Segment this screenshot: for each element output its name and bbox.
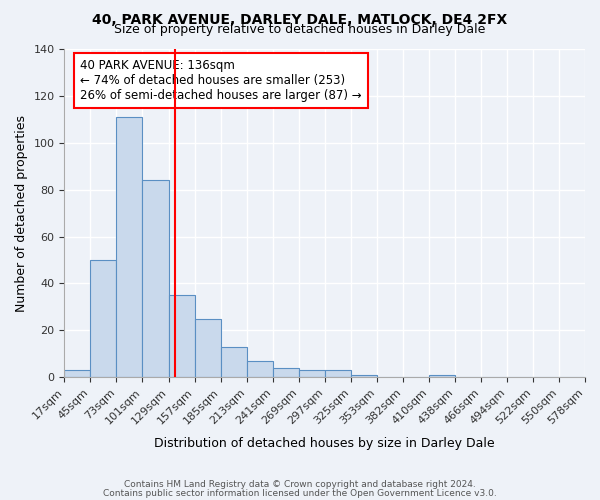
Bar bbox=[247, 361, 272, 377]
Bar bbox=[91, 260, 116, 377]
Bar bbox=[325, 370, 351, 377]
Bar bbox=[299, 370, 325, 377]
Text: Size of property relative to detached houses in Darley Dale: Size of property relative to detached ho… bbox=[115, 22, 485, 36]
Bar bbox=[64, 370, 91, 377]
Text: 40 PARK AVENUE: 136sqm
← 74% of detached houses are smaller (253)
26% of semi-de: 40 PARK AVENUE: 136sqm ← 74% of detached… bbox=[80, 59, 362, 102]
Bar bbox=[116, 117, 142, 377]
Bar bbox=[429, 375, 455, 377]
Y-axis label: Number of detached properties: Number of detached properties bbox=[15, 114, 28, 312]
Text: 40, PARK AVENUE, DARLEY DALE, MATLOCK, DE4 2FX: 40, PARK AVENUE, DARLEY DALE, MATLOCK, D… bbox=[92, 12, 508, 26]
Bar bbox=[194, 318, 221, 377]
X-axis label: Distribution of detached houses by size in Darley Dale: Distribution of detached houses by size … bbox=[154, 437, 495, 450]
Bar bbox=[142, 180, 169, 377]
Bar bbox=[221, 346, 247, 377]
Bar bbox=[272, 368, 299, 377]
Bar bbox=[351, 375, 377, 377]
Text: Contains public sector information licensed under the Open Government Licence v3: Contains public sector information licen… bbox=[103, 488, 497, 498]
Bar bbox=[169, 295, 194, 377]
Text: Contains HM Land Registry data © Crown copyright and database right 2024.: Contains HM Land Registry data © Crown c… bbox=[124, 480, 476, 489]
